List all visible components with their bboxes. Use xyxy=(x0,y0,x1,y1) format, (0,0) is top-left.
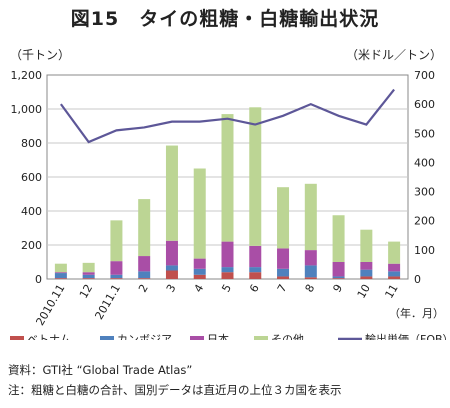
legend-swatch xyxy=(100,336,114,340)
bar-cambodia xyxy=(138,271,151,279)
y2-tick-label: 300 xyxy=(414,186,435,199)
legend-label: 輸出単価（FOB） xyxy=(365,332,450,340)
y2-tick-label: 100 xyxy=(414,244,435,257)
x-tick-label: 9 xyxy=(330,282,345,295)
bar-japan xyxy=(54,272,67,274)
y-tick-label: 1,000 xyxy=(11,103,43,116)
bar-vietnam xyxy=(221,272,234,279)
legend-label: カンボジア xyxy=(117,333,172,340)
bar-cambodia xyxy=(249,267,262,273)
bar-vietnam xyxy=(82,278,95,279)
bar-cambodia xyxy=(332,276,345,279)
source-note: 資料：GTI社 “Global Trade Atlas” xyxy=(8,363,193,377)
bar-japan xyxy=(82,272,95,275)
right-axis-unit: （米ドル／トン） xyxy=(345,48,442,62)
bar-japan xyxy=(221,241,234,268)
legend-swatch xyxy=(254,336,268,340)
x-tick-label: 2011.1 xyxy=(93,282,124,322)
bar-vietnam xyxy=(304,277,317,279)
x-tick-label: 5 xyxy=(219,282,234,295)
bar-other xyxy=(388,241,401,264)
bar-cambodia xyxy=(193,268,206,275)
y2-tick-label: 500 xyxy=(414,127,435,140)
bar-vietnam xyxy=(138,278,151,279)
bar-other xyxy=(332,215,345,262)
x-tick-label: 7 xyxy=(275,282,290,295)
bar-vietnam xyxy=(249,272,262,279)
line-price xyxy=(59,88,395,144)
bar-cambodia xyxy=(165,265,178,271)
bar-other xyxy=(193,168,206,259)
y-tick-label: 600 xyxy=(21,171,42,184)
bar-vietnam xyxy=(388,276,401,279)
y2-tick-label: 0 xyxy=(414,273,421,286)
bar-japan xyxy=(249,245,262,268)
bar-cambodia xyxy=(54,273,67,279)
x-tick-label: 6 xyxy=(247,282,262,295)
bar-japan xyxy=(138,256,151,272)
bar-japan xyxy=(304,250,317,266)
y-tick-label: 1,200 xyxy=(11,69,43,82)
x-tick-label: 8 xyxy=(303,282,318,295)
y2-tick-label: 400 xyxy=(414,156,435,169)
legend-label: ベトナム xyxy=(27,333,71,340)
bar-japan xyxy=(332,262,345,277)
y-tick-label: 200 xyxy=(21,239,42,252)
x-axis-unit: （年．月） xyxy=(389,306,444,320)
x-tick-label: 4 xyxy=(192,282,207,295)
x-tick-label: 3 xyxy=(164,282,179,295)
bar-other xyxy=(138,199,151,257)
bar-cambodia xyxy=(82,274,95,279)
chart-title: 図15 タイの粗糖・白糖輸出状況 xyxy=(70,8,380,30)
y2-tick-label: 200 xyxy=(414,215,435,228)
bar-japan xyxy=(193,258,206,269)
bar-cambodia xyxy=(360,269,373,277)
bar-vietnam xyxy=(193,274,206,279)
bar-japan xyxy=(360,262,373,270)
bar-japan xyxy=(388,263,401,272)
x-tick-label: 11 xyxy=(382,282,400,301)
bar-cambodia xyxy=(388,271,401,277)
legend-swatch xyxy=(190,336,204,340)
y-tick-label: 400 xyxy=(21,205,42,218)
legend-label: 日本 xyxy=(207,332,229,340)
bar-vietnam xyxy=(54,278,67,279)
y2-tick-label: 600 xyxy=(414,98,435,111)
y-tick-label: 800 xyxy=(21,137,42,150)
bar-japan xyxy=(110,261,123,275)
y-tick-label: 0 xyxy=(35,273,42,286)
x-tick-label: 10 xyxy=(355,282,373,301)
bar-cambodia xyxy=(304,265,317,278)
legend-swatch xyxy=(10,336,24,340)
chart-svg: 0 200 400 600 800 1,000 1,200 0 100 200 300 400 500 6… xyxy=(10,69,450,340)
footnote: 注：粗糖と白糖の合計、国別データは直近月の上位３カ国を表示 xyxy=(8,383,342,397)
bar-cambodia xyxy=(110,274,123,279)
bar-vietnam xyxy=(360,276,373,279)
legend-label: その他 xyxy=(271,333,304,340)
bar-other xyxy=(304,183,317,251)
x-tick-label: 2010.11 xyxy=(33,282,67,328)
y2-tick-label: 700 xyxy=(414,69,435,82)
bar-vietnam xyxy=(110,278,123,279)
bar-other xyxy=(165,145,178,241)
bar-japan xyxy=(277,248,290,269)
bar-other xyxy=(54,263,67,273)
bar-other xyxy=(360,229,373,262)
bar-other xyxy=(221,114,234,242)
bar-japan xyxy=(165,240,178,266)
bar-vietnam xyxy=(332,278,345,279)
bar-other xyxy=(110,220,123,262)
bar-other xyxy=(249,107,262,246)
bar-vietnam xyxy=(165,270,178,279)
x-tick-label: 2 xyxy=(136,282,151,295)
x-tick-label: 12 xyxy=(77,282,95,301)
left-axis-unit: （千トン） xyxy=(10,48,71,62)
bar-vietnam xyxy=(277,276,290,279)
bar-other xyxy=(277,187,290,249)
bar-other xyxy=(82,262,95,273)
bar-cambodia xyxy=(277,268,290,277)
bar-cambodia xyxy=(221,267,234,273)
